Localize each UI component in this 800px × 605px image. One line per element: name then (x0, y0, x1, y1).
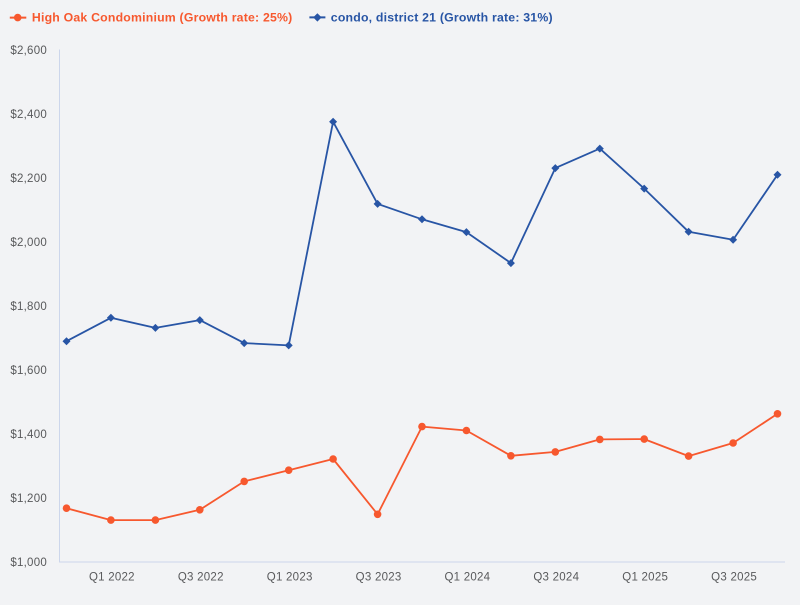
svg-text:Q1 2023: Q1 2023 (267, 572, 313, 584)
svg-text:$2,200: $2,200 (10, 173, 47, 185)
svg-text:Q3 2025: Q3 2025 (711, 572, 757, 584)
svg-text:Q1 2024: Q1 2024 (444, 572, 490, 584)
svg-text:Q3 2023: Q3 2023 (356, 572, 402, 584)
svg-text:$1,600: $1,600 (10, 365, 47, 377)
svg-text:Q3 2024: Q3 2024 (533, 572, 579, 584)
svg-text:Q1 2025: Q1 2025 (622, 572, 668, 584)
svg-text:Q1 2022: Q1 2022 (89, 572, 135, 584)
svg-text:$2,600: $2,600 (10, 45, 47, 57)
svg-text:$1,000: $1,000 (10, 557, 47, 569)
svg-text:$2,400: $2,400 (10, 109, 47, 121)
svg-text:condo, district 21 (Growth rat: condo, district 21 (Growth rate: 31%) (331, 10, 553, 24)
svg-text:$1,400: $1,400 (10, 429, 47, 441)
svg-text:High Oak Condominium (Growth r: High Oak Condominium (Growth rate: 25%) (32, 10, 293, 24)
svg-text:$1,200: $1,200 (10, 493, 47, 505)
svg-text:Q3 2022: Q3 2022 (178, 572, 224, 584)
svg-text:$2,000: $2,000 (10, 237, 47, 249)
svg-text:$1,800: $1,800 (10, 301, 47, 313)
